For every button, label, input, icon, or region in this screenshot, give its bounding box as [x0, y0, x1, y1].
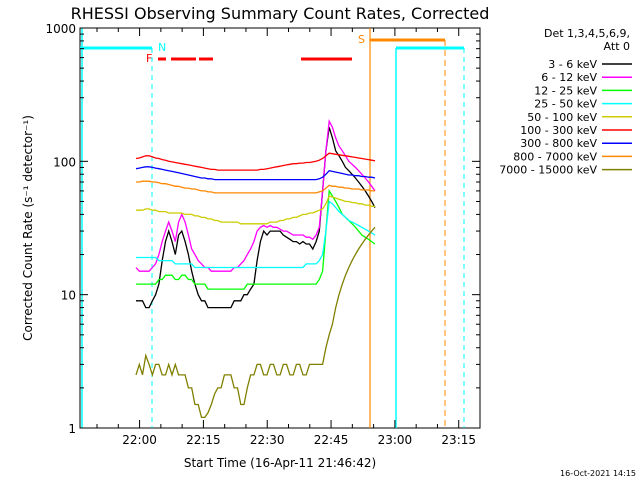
y-axis-label: Corrected Count Rate (s⁻¹ detector⁻¹)	[21, 115, 35, 341]
series-line-8	[135, 226, 376, 419]
x-tick-label: 23:15	[441, 433, 476, 447]
legend-label: 300 - 800 keV	[520, 137, 597, 150]
legend-label: 100 - 300 keV	[520, 124, 597, 137]
legend-label: 6 - 12 keV	[541, 71, 597, 84]
tick-layer: 22:00 22:15 22:30 22:45 23:00 23:15 1 10 100 1000	[45, 22, 481, 447]
series-line-4	[136, 195, 375, 225]
legend-header-line-1: Det 1,3,4,5,6,9,	[544, 27, 630, 40]
series-line-3	[136, 200, 376, 269]
x-tick-label: 22:30	[250, 433, 285, 447]
legend-label: 7000 - 15000 keV	[499, 164, 597, 177]
plot-area: NF S 22:00 22:15 22:30 22:45 23:00 23:15 1 10 100…	[45, 22, 481, 447]
legend-header-line-2: Att 0	[604, 40, 630, 53]
y-tick-label: 1	[68, 422, 76, 436]
series-layer	[135, 119, 376, 419]
x-tick-label: 22:15	[186, 433, 221, 447]
legend-label: 3 - 6 keV	[548, 58, 597, 71]
series-line-7	[136, 180, 375, 194]
flag-layer: NF S	[80, 28, 465, 428]
series-line-1	[135, 119, 376, 272]
x-axis-label: Start Time (16-Apr-11 21:46:42)	[184, 456, 376, 470]
x-tick-label: 23:00	[378, 433, 413, 447]
series-line-2	[136, 188, 376, 290]
timestamp: 16-Oct-2021 14:15	[560, 469, 636, 478]
legend-label: 800 - 7000 keV	[513, 150, 597, 163]
legend-label: 50 - 100 keV	[527, 111, 597, 124]
chart-title: RHESSI Observing Summary Count Rates, Co…	[71, 4, 490, 23]
legend-label: 25 - 50 keV	[534, 98, 597, 111]
series-line-0	[136, 127, 376, 309]
series-line-5	[135, 152, 376, 171]
saa-flag-label: S	[358, 33, 365, 46]
legend-label: 12 - 25 keV	[534, 84, 597, 97]
y-tick-label: 10	[61, 289, 76, 303]
x-tick-label: 22:45	[314, 433, 349, 447]
night-flag-label: N	[158, 41, 166, 54]
flare-flag-label: F	[146, 52, 152, 65]
series-line-6	[135, 166, 376, 181]
y-tick-label: 1000	[45, 22, 76, 36]
x-tick-label: 22:00	[122, 433, 157, 447]
plot-frame	[79, 27, 481, 429]
y-tick-label: 100	[53, 155, 76, 169]
